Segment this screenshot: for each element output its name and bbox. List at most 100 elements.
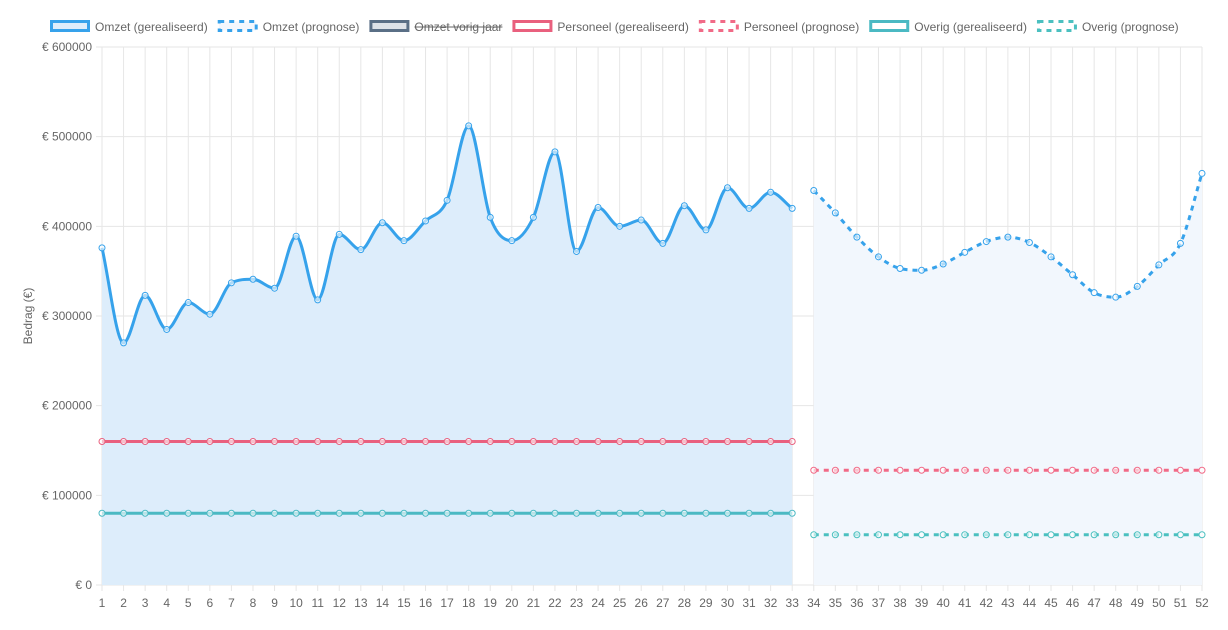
point-personeel-gerealiseerd[interactable]	[551, 438, 559, 446]
point-personeel-prognose[interactable]	[1025, 466, 1033, 474]
point-omzet-prognose[interactable]	[1176, 239, 1184, 247]
point-personeel-gerealiseerd[interactable]	[98, 438, 106, 446]
point-personeel-prognose[interactable]	[896, 466, 904, 474]
point-overig-gerealiseerd[interactable]	[271, 509, 279, 517]
point-overig-gerealiseerd[interactable]	[616, 509, 624, 517]
point-omzet-gerealiseerd[interactable]	[788, 204, 796, 212]
point-overig-gerealiseerd[interactable]	[659, 509, 667, 517]
point-personeel-gerealiseerd[interactable]	[465, 438, 473, 446]
point-omzet-prognose[interactable]	[831, 209, 839, 217]
point-overig-gerealiseerd[interactable]	[573, 509, 581, 517]
point-omzet-gerealiseerd[interactable]	[702, 226, 710, 234]
point-personeel-prognose[interactable]	[1198, 466, 1206, 474]
legend-label-overig-gerealiseerd[interactable]: Overig (gerealiseerd)	[914, 20, 1027, 34]
point-overig-prognose[interactable]	[896, 531, 904, 539]
point-omzet-gerealiseerd[interactable]	[465, 122, 473, 130]
point-omzet-gerealiseerd[interactable]	[551, 148, 559, 156]
point-overig-gerealiseerd[interactable]	[378, 509, 386, 517]
point-personeel-prognose[interactable]	[874, 466, 882, 474]
point-overig-prognose[interactable]	[853, 531, 861, 539]
point-personeel-gerealiseerd[interactable]	[788, 438, 796, 446]
point-overig-gerealiseerd[interactable]	[141, 509, 149, 517]
point-omzet-gerealiseerd[interactable]	[378, 219, 386, 227]
point-overig-gerealiseerd[interactable]	[400, 509, 408, 517]
point-personeel-prognose[interactable]	[853, 466, 861, 474]
point-omzet-gerealiseerd[interactable]	[141, 291, 149, 299]
point-overig-gerealiseerd[interactable]	[357, 509, 365, 517]
point-personeel-gerealiseerd[interactable]	[637, 438, 645, 446]
point-personeel-gerealiseerd[interactable]	[443, 438, 451, 446]
legend-swatch-overig-gerealiseerd[interactable]	[869, 20, 910, 32]
point-overig-gerealiseerd[interactable]	[637, 509, 645, 517]
legend-label-omzet-gerealiseerd[interactable]: Omzet (gerealiseerd)	[95, 20, 208, 34]
point-personeel-gerealiseerd[interactable]	[767, 438, 775, 446]
point-omzet-gerealiseerd[interactable]	[357, 246, 365, 254]
point-personeel-gerealiseerd[interactable]	[314, 438, 322, 446]
point-personeel-gerealiseerd[interactable]	[400, 438, 408, 446]
point-omzet-prognose[interactable]	[1090, 289, 1098, 297]
point-personeel-prognose[interactable]	[1047, 466, 1055, 474]
point-omzet-gerealiseerd[interactable]	[249, 275, 257, 283]
point-omzet-gerealiseerd[interactable]	[573, 247, 581, 255]
point-personeel-gerealiseerd[interactable]	[335, 438, 343, 446]
point-personeel-gerealiseerd[interactable]	[271, 438, 279, 446]
legend-swatch-omzet-prognose[interactable]	[217, 20, 258, 32]
point-overig-prognose[interactable]	[874, 531, 882, 539]
legend-swatch-omzet-vorig-jaar[interactable]	[369, 20, 410, 32]
point-overig-prognose[interactable]	[1112, 531, 1120, 539]
point-overig-prognose[interactable]	[982, 531, 990, 539]
point-overig-gerealiseerd[interactable]	[551, 509, 559, 517]
point-personeel-gerealiseerd[interactable]	[529, 438, 537, 446]
point-omzet-gerealiseerd[interactable]	[271, 284, 279, 292]
point-overig-gerealiseerd[interactable]	[249, 509, 257, 517]
point-omzet-prognose[interactable]	[1112, 293, 1120, 301]
legend-swatch-overig-prognose[interactable]	[1036, 20, 1077, 32]
point-personeel-prognose[interactable]	[1069, 466, 1077, 474]
point-overig-gerealiseerd[interactable]	[702, 509, 710, 517]
point-personeel-gerealiseerd[interactable]	[357, 438, 365, 446]
point-omzet-prognose[interactable]	[896, 264, 904, 272]
point-omzet-prognose[interactable]	[1198, 169, 1206, 177]
point-overig-prognose[interactable]	[831, 531, 839, 539]
point-overig-gerealiseerd[interactable]	[335, 509, 343, 517]
point-omzet-gerealiseerd[interactable]	[443, 196, 451, 204]
point-personeel-gerealiseerd[interactable]	[702, 438, 710, 446]
point-omzet-gerealiseerd[interactable]	[98, 244, 106, 252]
point-omzet-prognose[interactable]	[874, 253, 882, 261]
point-personeel-prognose[interactable]	[810, 466, 818, 474]
point-omzet-gerealiseerd[interactable]	[659, 239, 667, 247]
point-omzet-prognose[interactable]	[1069, 271, 1077, 279]
point-personeel-gerealiseerd[interactable]	[573, 438, 581, 446]
point-overig-gerealiseerd[interactable]	[788, 509, 796, 517]
point-personeel-gerealiseerd[interactable]	[659, 438, 667, 446]
point-omzet-gerealiseerd[interactable]	[120, 339, 128, 347]
point-personeel-gerealiseerd[interactable]	[249, 438, 257, 446]
point-overig-prognose[interactable]	[1047, 531, 1055, 539]
point-personeel-gerealiseerd[interactable]	[120, 438, 128, 446]
point-omzet-gerealiseerd[interactable]	[400, 237, 408, 245]
point-omzet-gerealiseerd[interactable]	[680, 202, 688, 210]
point-overig-gerealiseerd[interactable]	[163, 509, 171, 517]
point-omzet-gerealiseerd[interactable]	[184, 299, 192, 307]
point-omzet-gerealiseerd[interactable]	[227, 279, 235, 287]
point-omzet-gerealiseerd[interactable]	[723, 184, 731, 192]
point-omzet-gerealiseerd[interactable]	[422, 217, 430, 225]
point-overig-gerealiseerd[interactable]	[465, 509, 473, 517]
point-omzet-gerealiseerd[interactable]	[529, 213, 537, 221]
point-personeel-gerealiseerd[interactable]	[292, 438, 300, 446]
point-personeel-prognose[interactable]	[1090, 466, 1098, 474]
point-overig-gerealiseerd[interactable]	[529, 509, 537, 517]
point-omzet-gerealiseerd[interactable]	[637, 216, 645, 224]
point-omzet-prognose[interactable]	[918, 266, 926, 274]
legend-swatch-personeel-prognose[interactable]	[698, 20, 739, 32]
point-overig-prognose[interactable]	[918, 531, 926, 539]
point-overig-prognose[interactable]	[810, 531, 818, 539]
point-overig-prognose[interactable]	[1025, 531, 1033, 539]
point-overig-gerealiseerd[interactable]	[745, 509, 753, 517]
point-omzet-gerealiseerd[interactable]	[292, 232, 300, 240]
point-omzet-gerealiseerd[interactable]	[508, 237, 516, 245]
point-personeel-gerealiseerd[interactable]	[616, 438, 624, 446]
point-overig-prognose[interactable]	[1155, 531, 1163, 539]
point-overig-prognose[interactable]	[1090, 531, 1098, 539]
point-omzet-prognose[interactable]	[853, 233, 861, 241]
